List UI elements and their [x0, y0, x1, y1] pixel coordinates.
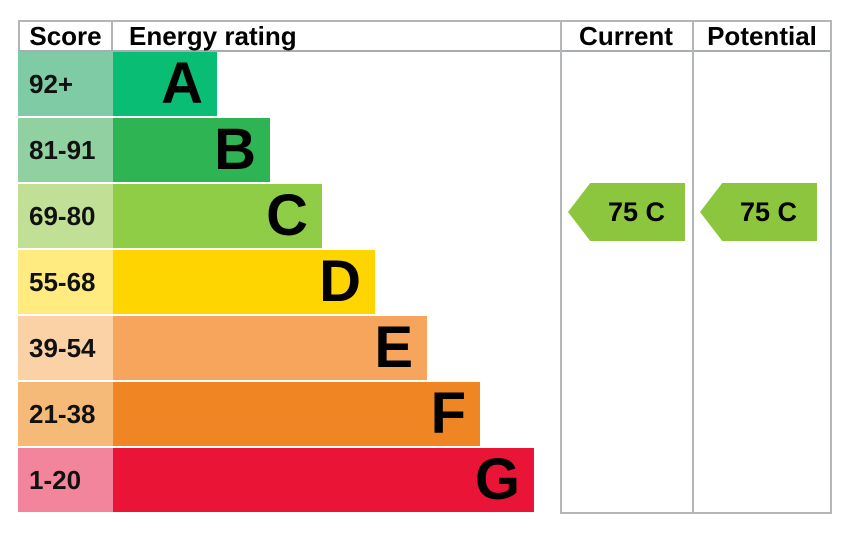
- band-letter: C: [266, 183, 308, 248]
- header-row: Score Energy rating Current Potential: [18, 20, 832, 52]
- band-score-label: 21-38: [29, 398, 96, 429]
- band-bar: C: [113, 184, 322, 248]
- band-score-label: 55-68: [29, 266, 96, 297]
- band-row-a: 92+ A: [18, 52, 560, 118]
- band-score-label: 1-20: [29, 464, 82, 495]
- band-row-c: 69-80 C: [18, 184, 560, 250]
- band-score-label: 39-54: [29, 332, 96, 363]
- band-letter: G: [474, 447, 520, 512]
- band-bar: E: [113, 316, 427, 380]
- band-row-g: 1-20 G: [18, 448, 560, 514]
- band-score-cell: 1-20: [18, 448, 113, 512]
- band-score-cell: 55-68: [18, 250, 113, 314]
- band-bar: A: [113, 52, 217, 116]
- current-rating-arrow: 75 C: [568, 183, 685, 241]
- header-current: Current: [579, 21, 673, 51]
- header-potential: Potential: [707, 21, 817, 51]
- band-row-b: 81-91 B: [18, 118, 560, 184]
- band-row-d: 55-68 D: [18, 250, 560, 316]
- potential-column: [692, 20, 832, 514]
- potential-rating-arrow: 75 C: [700, 183, 817, 241]
- band-letter: A: [161, 51, 203, 116]
- band-score-cell: 81-91: [18, 118, 113, 182]
- current-column: [560, 20, 692, 514]
- band-bar: G: [113, 448, 534, 512]
- band-row-e: 39-54 E: [18, 316, 560, 382]
- band-letter: D: [319, 249, 361, 314]
- header-score: Score: [18, 22, 113, 50]
- band-score-cell: 21-38: [18, 382, 113, 446]
- band-score-cell: 39-54: [18, 316, 113, 380]
- band-letter: E: [374, 315, 413, 380]
- band-letter: F: [430, 381, 466, 446]
- band-letter: B: [214, 117, 256, 182]
- band-row-f: 21-38 F: [18, 382, 560, 448]
- band-score-cell: 92+: [18, 52, 113, 116]
- epc-table: Score Energy rating Current Potential 92…: [18, 20, 832, 514]
- band-bar: B: [113, 118, 270, 182]
- band-bar: F: [113, 382, 480, 446]
- band-rows: 92+ A 81-91 B 69-80 C: [18, 52, 560, 514]
- band-score-label: 69-80: [29, 200, 96, 231]
- header-energy-rating: Energy rating: [129, 21, 297, 51]
- potential-rating-label: 75 C: [739, 196, 798, 227]
- band-score-cell: 69-80: [18, 184, 113, 248]
- band-score-label: 81-91: [29, 134, 96, 165]
- current-rating-label: 75 C: [607, 196, 666, 227]
- band-score-label: 92+: [29, 68, 74, 99]
- band-bar: D: [113, 250, 375, 314]
